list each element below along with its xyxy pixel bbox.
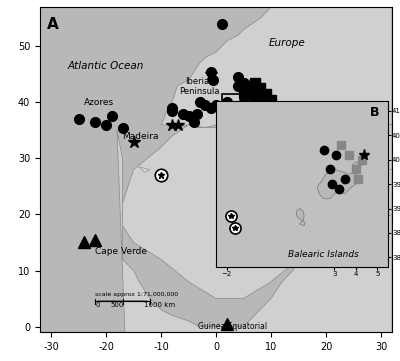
Polygon shape	[317, 169, 358, 199]
Polygon shape	[122, 125, 392, 299]
Text: Europe: Europe	[269, 38, 306, 48]
Text: Balearic Islands: Balearic Islands	[288, 251, 359, 259]
Text: Azores: Azores	[84, 98, 114, 107]
Text: Mediterranean Sea: Mediterranean Sea	[292, 129, 371, 138]
Bar	[222, 94, 244, 114]
Text: 0: 0	[95, 302, 100, 308]
Text: 1000 km: 1000 km	[144, 302, 176, 308]
Text: Madeira: Madeira	[122, 132, 159, 141]
Text: Cape Verde: Cape Verde	[95, 247, 147, 256]
Polygon shape	[352, 162, 362, 169]
Text: B: B	[370, 106, 379, 119]
Polygon shape	[297, 209, 304, 221]
Text: scale approx 1:71,000,000: scale approx 1:71,000,000	[95, 292, 178, 297]
Polygon shape	[117, 125, 392, 361]
Polygon shape	[300, 221, 305, 226]
Text: 500: 500	[110, 302, 124, 308]
Text: Atlantic Ocean: Atlantic Ocean	[68, 61, 144, 71]
Text: Africa: Africa	[253, 204, 289, 217]
Text: Iberian
Peninsula: Iberian Peninsula	[179, 77, 220, 96]
Polygon shape	[139, 167, 150, 173]
Polygon shape	[161, 7, 392, 128]
Text: Guinea Equatorial: Guinea Equatorial	[198, 322, 267, 331]
Text: A: A	[47, 17, 59, 32]
